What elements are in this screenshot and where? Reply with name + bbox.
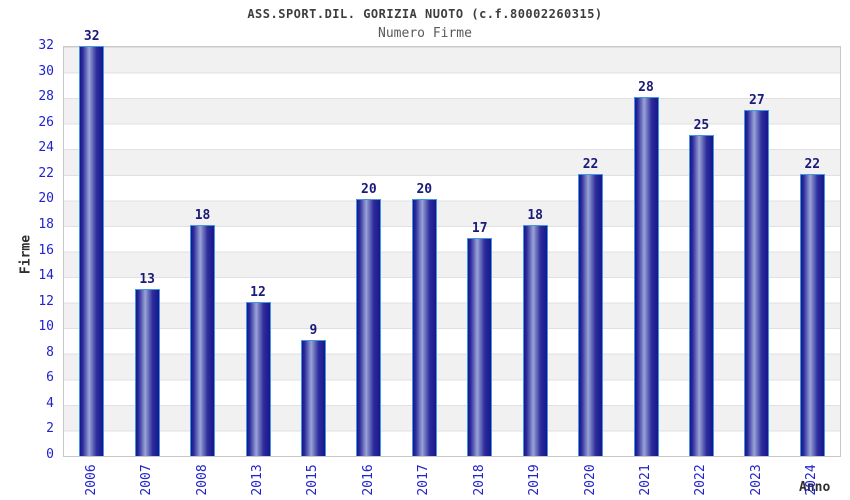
bar-value-2016: 20 bbox=[361, 182, 377, 197]
bar-2013 bbox=[245, 302, 271, 456]
x-axis-title: Anno bbox=[799, 480, 831, 495]
bar-2017 bbox=[411, 199, 437, 456]
bar-value-2019: 18 bbox=[527, 208, 543, 223]
bar-2016 bbox=[356, 199, 382, 456]
x-tick-2007: 2007 bbox=[139, 464, 155, 496]
bar-value-2021: 28 bbox=[638, 80, 654, 95]
x-tick-2023: 2023 bbox=[748, 464, 764, 496]
y-tick-28: 28 bbox=[38, 89, 54, 105]
x-tick-2016: 2016 bbox=[360, 464, 376, 496]
y-tick-14: 14 bbox=[38, 268, 54, 284]
bar-value-2023: 27 bbox=[749, 93, 765, 108]
x-tick-2020: 2020 bbox=[582, 464, 598, 496]
bar-2020 bbox=[578, 174, 604, 456]
chart-subtitle: Numero Firme bbox=[378, 26, 472, 41]
y-tick-30: 30 bbox=[38, 63, 54, 79]
y-tick-6: 6 bbox=[46, 370, 54, 386]
x-tick-2017: 2017 bbox=[416, 464, 432, 496]
bar-2024 bbox=[799, 174, 825, 456]
y-tick-12: 12 bbox=[38, 293, 54, 309]
x-tick-2015: 2015 bbox=[305, 464, 321, 496]
bar-2023 bbox=[744, 110, 770, 456]
y-tick-10: 10 bbox=[38, 319, 54, 335]
x-tick-2021: 2021 bbox=[638, 464, 653, 496]
bar-value-2024: 22 bbox=[804, 157, 821, 172]
x-tick-2019: 2019 bbox=[527, 464, 543, 496]
y-tick-4: 4 bbox=[46, 395, 54, 411]
y-tick-22: 22 bbox=[38, 165, 54, 181]
y-tick-8: 8 bbox=[46, 344, 54, 360]
x-tick-2006: 2006 bbox=[83, 464, 99, 496]
bar-2006 bbox=[79, 46, 105, 456]
bar-value-2020: 22 bbox=[582, 157, 599, 172]
bar-value-2006: 32 bbox=[83, 29, 100, 44]
x-tick-2022: 2022 bbox=[693, 464, 709, 496]
bar-2022 bbox=[688, 135, 714, 456]
x-tick-2013: 2013 bbox=[250, 464, 265, 496]
x-tick-2024: 2024 bbox=[804, 464, 820, 496]
bar-value-2017: 20 bbox=[416, 182, 433, 197]
y-tick-24: 24 bbox=[38, 140, 54, 156]
y-tick-18: 18 bbox=[38, 216, 54, 232]
bar-value-2018: 17 bbox=[471, 221, 488, 236]
y-tick-32: 32 bbox=[38, 38, 54, 53]
bar-2007 bbox=[134, 289, 160, 456]
plot-area bbox=[63, 46, 841, 457]
bar-2008 bbox=[190, 225, 216, 456]
y-tick-26: 26 bbox=[38, 114, 54, 130]
bar-value-2022: 25 bbox=[693, 118, 710, 133]
chart-title: ASS.SPORT.DIL. GORIZIA NUOTO (c.f.800022… bbox=[247, 7, 603, 21]
y-tick-0: 0 bbox=[46, 447, 54, 462]
bar-2018 bbox=[467, 238, 493, 456]
x-tick-2008: 2008 bbox=[194, 464, 210, 496]
y-tick-2: 2 bbox=[46, 421, 54, 437]
bar-value-2013: 12 bbox=[250, 285, 266, 300]
bar-2021 bbox=[633, 97, 659, 456]
bar-2015 bbox=[300, 340, 326, 456]
bar-value-2008: 18 bbox=[194, 208, 211, 223]
bar-value-2007: 13 bbox=[139, 272, 155, 287]
bar-2019 bbox=[522, 225, 548, 456]
x-tick-2018: 2018 bbox=[471, 464, 487, 496]
bar-value-2015: 9 bbox=[309, 323, 318, 338]
y-tick-20: 20 bbox=[38, 191, 54, 207]
y-tick-16: 16 bbox=[38, 242, 54, 258]
